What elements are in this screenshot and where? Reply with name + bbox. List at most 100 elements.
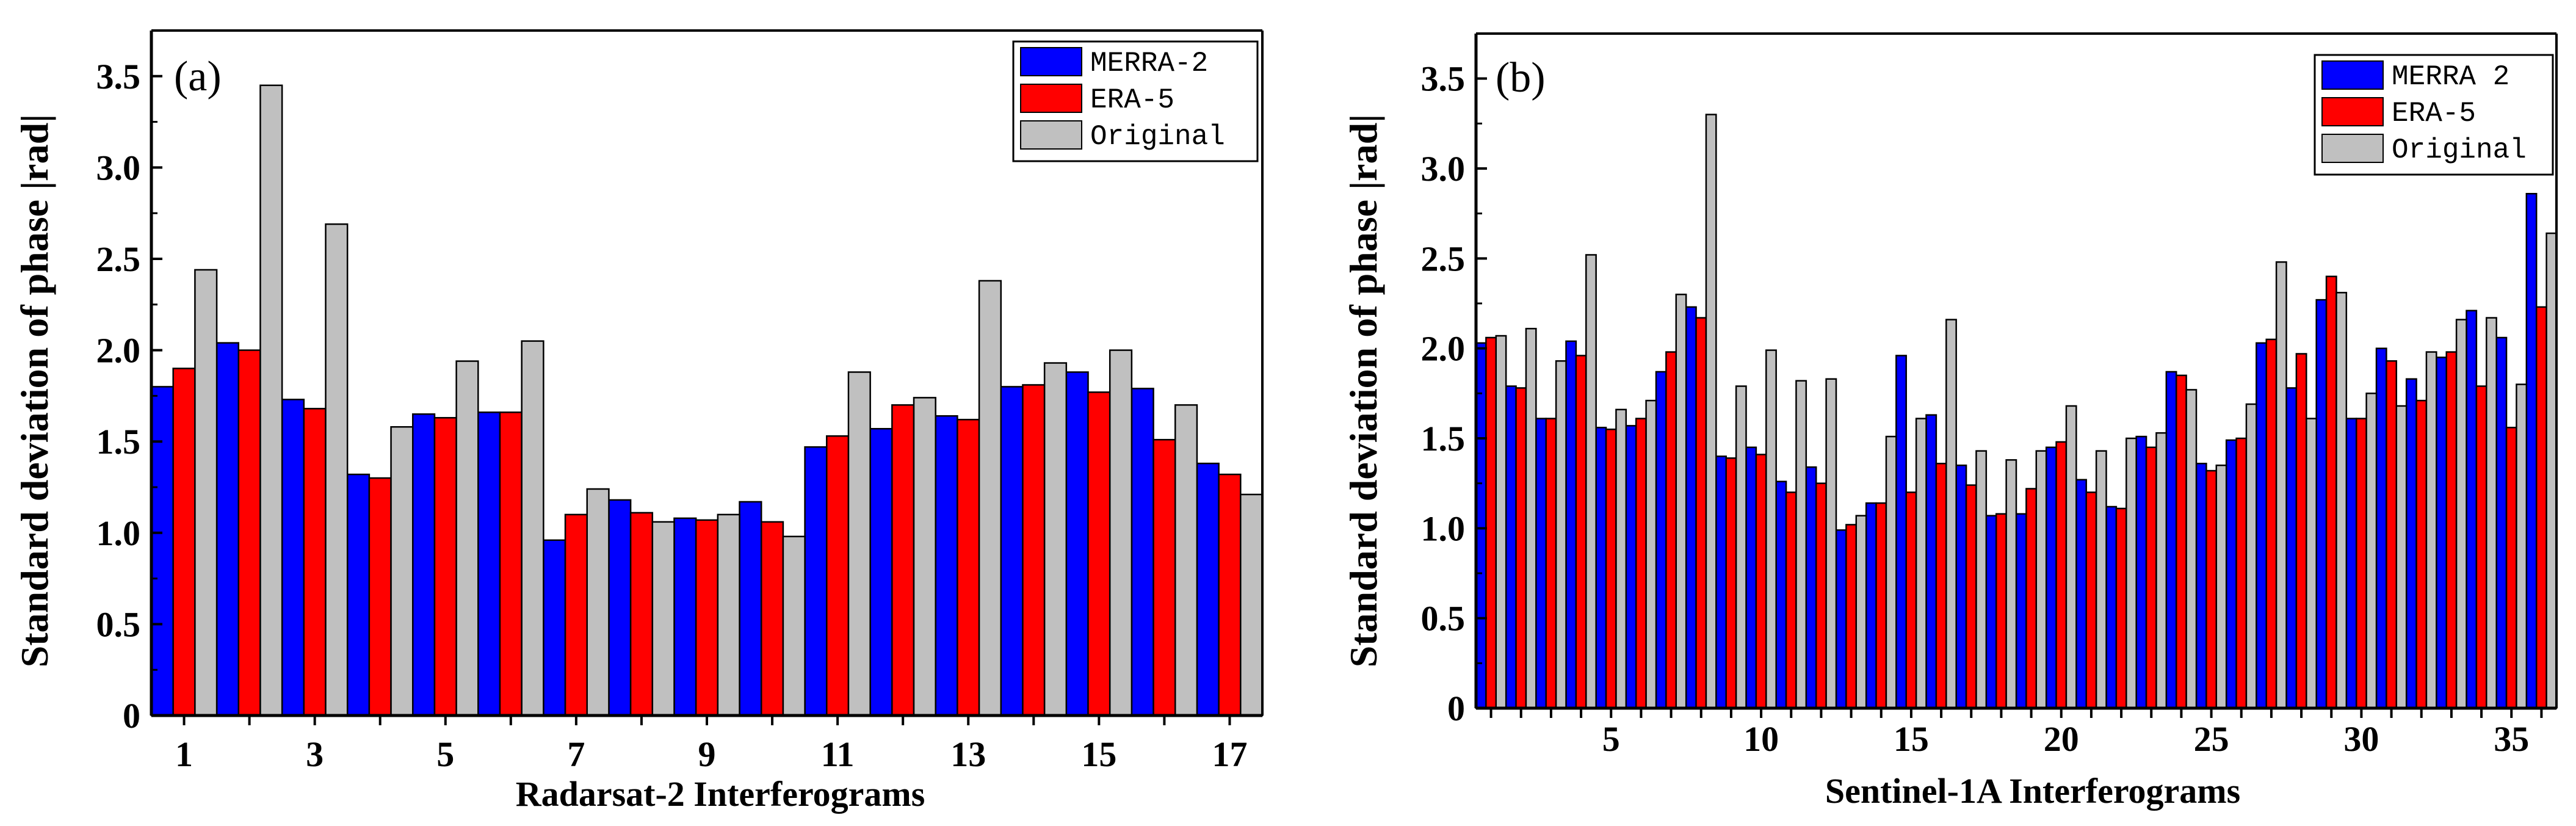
bar	[2215, 464, 2227, 709]
bar	[2275, 261, 2287, 709]
bar	[1109, 349, 1133, 717]
bar	[2256, 342, 2267, 709]
x-tick-label: 15	[1894, 719, 1929, 759]
bar	[1825, 378, 1837, 709]
bar	[1705, 114, 1717, 709]
bar	[957, 419, 980, 717]
bar	[2505, 427, 2517, 709]
legend-label: Original	[2392, 134, 2527, 166]
legend: MERRA-2 ERA-5 Original	[1012, 40, 1259, 162]
bar	[1945, 319, 1957, 709]
bar	[2045, 446, 2057, 709]
bar	[782, 535, 806, 717]
bar	[2395, 405, 2408, 709]
bar	[1745, 446, 1757, 709]
bar	[1495, 335, 1507, 709]
bar	[1585, 254, 1597, 709]
bar	[869, 428, 893, 717]
bar	[2365, 393, 2378, 709]
bar	[2115, 507, 2127, 709]
bar	[325, 223, 349, 717]
y-tick-label: 0	[1447, 689, 1465, 728]
bar	[1535, 418, 1547, 709]
bar	[2035, 450, 2047, 709]
bar	[194, 269, 218, 717]
x-tick-label: 20	[2044, 719, 2079, 759]
bar	[564, 513, 588, 717]
x-tick-label: 15	[1081, 734, 1116, 774]
y-tick-label: 1.5	[96, 422, 141, 462]
legend: MERRA 2 ERA-5 Original	[2314, 54, 2554, 176]
bar	[1174, 404, 1198, 717]
bar	[1645, 399, 1657, 709]
bar	[651, 521, 675, 717]
bar	[629, 512, 654, 717]
bar	[1131, 388, 1154, 717]
bar	[2015, 513, 2027, 709]
y-tick-label: 0.5	[1421, 599, 1466, 639]
y-axis-label: Standard deviation of phase |rad|	[13, 114, 56, 668]
bar	[150, 386, 174, 717]
bar	[1855, 515, 1867, 709]
bar	[1865, 502, 1877, 709]
bar	[1755, 454, 1767, 709]
y-tick-label: 2.5	[96, 239, 141, 279]
bar	[2335, 292, 2348, 709]
legend-label: ERA-5	[2392, 98, 2476, 129]
bar	[1065, 371, 1089, 717]
legend-swatch	[2321, 60, 2384, 90]
y-tick-label: 1.0	[96, 513, 141, 553]
y-tick-label: 3.0	[96, 148, 141, 187]
legend-swatch	[2321, 134, 2384, 163]
bar	[499, 411, 523, 717]
y-tick-label: 3.5	[1421, 59, 1466, 99]
legend-label: ERA-5	[1090, 84, 1174, 116]
bar	[433, 417, 457, 717]
bar	[1605, 429, 1617, 709]
bar	[1925, 414, 1937, 709]
bar	[303, 408, 327, 717]
bar	[2386, 360, 2398, 709]
x-tick-label: 5	[1602, 719, 1620, 759]
legend-label: Original	[1090, 121, 1225, 153]
bar	[2345, 418, 2357, 709]
bar	[2405, 378, 2417, 709]
bar	[411, 413, 436, 717]
bar	[1675, 294, 1687, 709]
bar	[2285, 387, 2298, 709]
bar	[2375, 347, 2387, 709]
bar	[2025, 488, 2038, 709]
x-tick-label: 11	[821, 734, 855, 774]
series-era-5	[172, 349, 1242, 717]
bar	[2245, 403, 2257, 709]
bar	[2095, 450, 2107, 709]
bar	[1695, 317, 1707, 709]
bar	[2145, 446, 2157, 709]
bar	[2155, 432, 2168, 709]
bar	[1218, 473, 1242, 717]
bar	[739, 501, 762, 717]
bar	[1905, 491, 1917, 709]
x-tick-label: 35	[2494, 719, 2529, 759]
y-tick-label: 2.5	[1421, 239, 1466, 278]
y-tick-label: 2.0	[96, 331, 141, 371]
x-tick-label: 10	[1743, 719, 1779, 759]
y-tick-label: 3.5	[96, 57, 141, 96]
bar	[215, 342, 239, 717]
y-tick-label: 1.5	[1421, 419, 1466, 458]
bar	[1685, 306, 1697, 709]
bar	[1995, 513, 2007, 709]
bar	[1665, 351, 1677, 709]
bar	[2165, 371, 2177, 709]
bar	[2065, 405, 2077, 709]
panel-label: (b)	[1496, 54, 1546, 101]
x-tick-label: 17	[1212, 734, 1247, 774]
bar	[1565, 340, 1577, 709]
bar	[1785, 491, 1797, 709]
bar	[2535, 306, 2547, 709]
bar	[1615, 408, 1627, 709]
bar	[673, 517, 697, 717]
bar	[2075, 479, 2087, 709]
bar	[1915, 418, 1927, 709]
bar	[2005, 459, 2017, 709]
